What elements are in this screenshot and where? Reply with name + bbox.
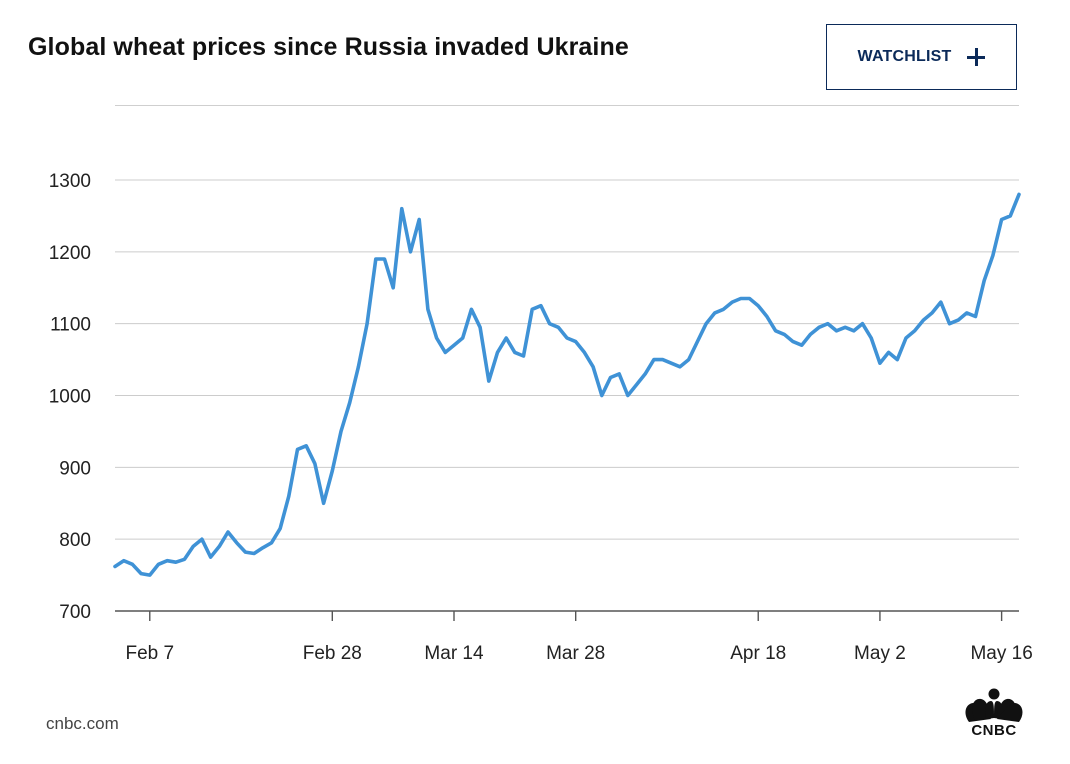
watchlist-label: WATCHLIST — [857, 48, 952, 65]
x-tick-label: Mar 14 — [424, 643, 484, 664]
y-tick-label: 800 — [59, 530, 91, 551]
chart-title: Global wheat prices since Russia invaded… — [28, 33, 629, 61]
x-tick-label: Feb 7 — [125, 643, 174, 664]
y-tick-label: 1300 — [49, 171, 91, 192]
plus-icon — [967, 48, 986, 66]
source-label: cnbc.com — [46, 714, 119, 733]
y-tick-label: 1100 — [50, 315, 91, 336]
y-tick-label: 1200 — [49, 243, 91, 264]
header-divider — [115, 105, 1019, 106]
y-tick-label: 700 — [59, 602, 91, 623]
y-tick-label: 1000 — [49, 387, 91, 408]
x-tick-label: Mar 28 — [546, 643, 605, 664]
x-tick-label: May 16 — [970, 643, 1032, 664]
x-tick-label: Feb 28 — [303, 643, 362, 664]
cnbc-logo-text: CNBC — [971, 722, 1017, 739]
x-tick-label: May 2 — [854, 643, 906, 664]
peacock-icon — [965, 688, 1023, 722]
series-line — [113, 192, 1021, 577]
y-tick-label: 900 — [59, 458, 91, 479]
x-tick-label: Apr 18 — [730, 643, 786, 664]
watchlist-button[interactable]: WATCHLIST — [826, 24, 1017, 90]
